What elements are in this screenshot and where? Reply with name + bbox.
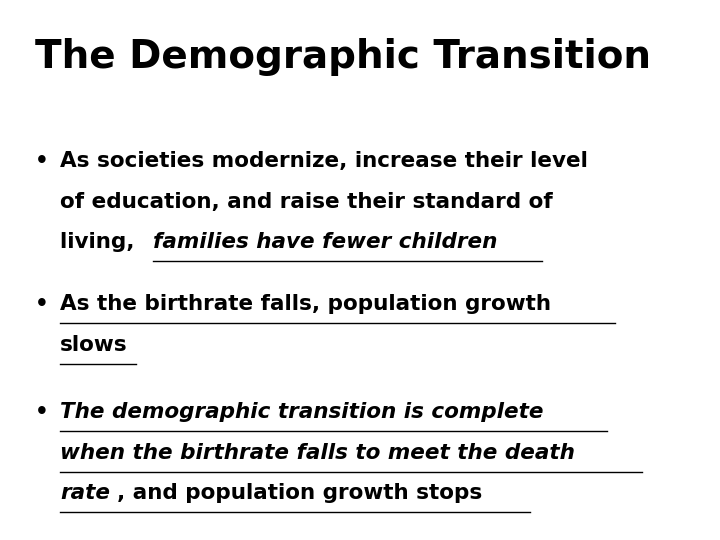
Text: •: • [35, 402, 48, 422]
Text: As societies modernize, increase their level: As societies modernize, increase their l… [60, 151, 588, 171]
Text: slows: slows [60, 335, 127, 355]
Text: As the birthrate falls, population growth: As the birthrate falls, population growt… [60, 294, 551, 314]
Text: •: • [35, 151, 48, 171]
Text: The demographic transition is complete: The demographic transition is complete [60, 402, 544, 422]
Text: •: • [35, 294, 48, 314]
Text: of education, and raise their standard of: of education, and raise their standard o… [60, 192, 553, 212]
Text: when the birthrate falls to meet the death: when the birthrate falls to meet the dea… [60, 443, 575, 463]
Text: , and population growth stops: , and population growth stops [117, 483, 482, 503]
Text: rate: rate [60, 483, 110, 503]
Text: The Demographic Transition: The Demographic Transition [35, 38, 651, 76]
Text: living,: living, [60, 232, 142, 252]
Text: families have fewer children: families have fewer children [153, 232, 497, 252]
